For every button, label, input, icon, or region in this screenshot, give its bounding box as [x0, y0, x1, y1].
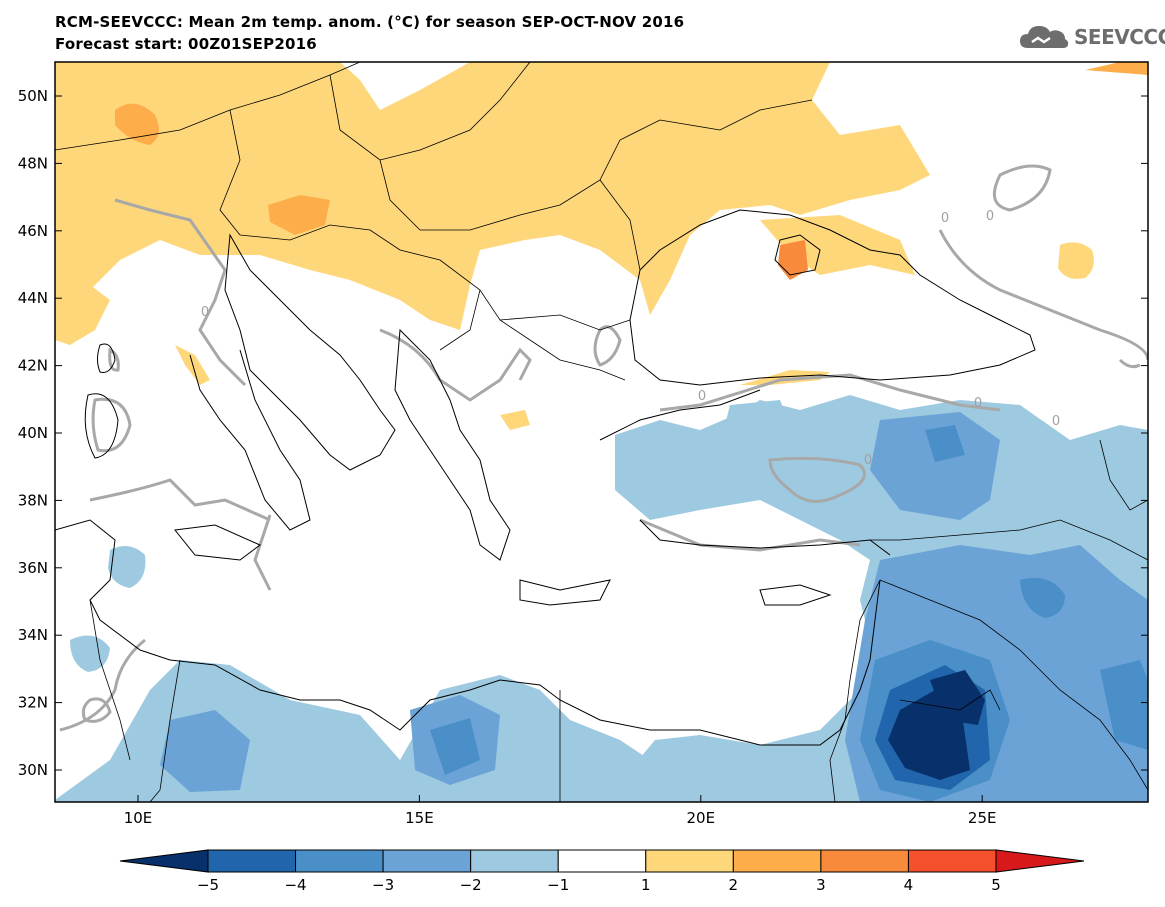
contour-label-zero: 0 — [864, 453, 872, 468]
lat-tick-label: 46N — [18, 222, 48, 240]
warm-region-east — [1058, 242, 1094, 279]
lon-tick-label: 20E — [687, 809, 716, 827]
colorbar-segment — [907, 849, 997, 873]
lat-tick-label: 34N — [18, 626, 48, 644]
cold-core-east-iraq — [1100, 660, 1148, 750]
lat-tick-label: 32N — [18, 694, 48, 712]
latitude-labels: 50N 48N 46N 44N 42N 40N 38N 36N 34N 32N 30N — [18, 87, 48, 779]
lat-tick-label: 38N — [18, 491, 48, 509]
cold-core-iraq — [1020, 577, 1065, 618]
anomaly-field — [55, 62, 1148, 802]
colorbar-tick-label: −3 — [372, 876, 394, 894]
warm-patch-caspian — [1085, 62, 1148, 75]
cloud-icon — [1020, 26, 1069, 48]
map-frame — [54, 61, 1149, 803]
colorbar-tick-label: 2 — [729, 876, 739, 894]
lon-tick-label: 10E — [124, 809, 153, 827]
contour-label-zero: 0 — [986, 209, 994, 224]
contour-label-zero: 0 — [698, 389, 706, 404]
orange-patch-alps — [115, 103, 159, 145]
colorbar-tick-label: 5 — [991, 876, 1001, 894]
country-borders — [55, 62, 1148, 802]
colorbar-tick-label: −1 — [547, 876, 569, 894]
cold-core-anatolia — [870, 412, 1000, 520]
forecast-start-label: Forecast start: 00Z01SEP2016 — [55, 35, 317, 53]
colorbar-segment — [557, 849, 647, 873]
zero-contours — [59, 164, 1148, 732]
lon-tick-label: 25E — [968, 809, 997, 827]
contour-label-zero: 0 — [974, 396, 982, 411]
lat-tick-label: 42N — [18, 357, 48, 375]
colorbar-tick-label: 4 — [904, 876, 914, 894]
colorbar: −5 −4 −3 −2 −1 1 2 3 4 5 — [119, 849, 1085, 894]
lat-tick-label: 48N — [18, 154, 48, 172]
colorbar-segment — [732, 849, 822, 873]
longitude-labels: 10E15E20E25E30E35E40E45E — [124, 809, 997, 827]
warm-patch-turkey-north — [740, 370, 830, 385]
colorbar-tick-label: −4 — [284, 876, 306, 894]
cold-core-tunisia-south — [160, 710, 250, 792]
cold-core-jordan-peak — [930, 670, 985, 725]
lat-tick-label: 36N — [18, 559, 48, 577]
colorbar-tick-label: 3 — [816, 876, 826, 894]
map-title: RCM-SEEVCCC: Mean 2m temp. anom. (°C) fo… — [55, 13, 685, 31]
lat-tick-label: 30N — [18, 761, 48, 779]
contour-label-zero: 0 — [941, 211, 949, 226]
axis-ticks — [55, 95, 1148, 802]
cold-core-anatolia-inner — [925, 425, 965, 462]
cold-patch-tunisia — [108, 546, 146, 588]
colorbar-left-arrow — [119, 849, 209, 873]
contour-labels: 0 0 0 0 0 0 0 — [201, 209, 1060, 468]
cold-patch-north-turkey — [725, 400, 790, 435]
orange-patch-austria — [268, 195, 330, 235]
warm-patch-aegean — [500, 410, 530, 430]
colorbar-tick-label: −2 — [460, 876, 482, 894]
colorbar-tick-label: −5 — [197, 876, 219, 894]
warm-region-central-europe — [55, 62, 930, 330]
colorbar-segment — [645, 849, 734, 873]
seevccc-logo: SEEVCCC — [1018, 20, 1165, 54]
colorbar-segment — [382, 849, 472, 873]
cold-core-libya-inner — [430, 718, 480, 775]
colorbar-tick-label: 1 — [641, 876, 651, 894]
contour-label-zero: 0 — [1052, 414, 1060, 429]
colorbar-segment — [207, 849, 297, 873]
cold-patch-algeria — [70, 635, 110, 672]
colorbar-segment — [470, 849, 559, 873]
colorbar-segment — [295, 849, 384, 873]
logo-text: SEEVCCC — [1074, 25, 1165, 49]
lat-tick-label: 50N — [18, 87, 48, 105]
lat-tick-label: 44N — [18, 289, 48, 307]
contour-label-zero: 0 — [201, 305, 209, 320]
lon-tick-label: 15E — [405, 809, 434, 827]
cold-region-north-africa — [55, 660, 650, 802]
lat-tick-label: 40N — [18, 424, 48, 442]
colorbar-right-arrow — [995, 849, 1085, 873]
warm-region-west — [55, 285, 110, 345]
colorbar-segment — [820, 849, 909, 873]
